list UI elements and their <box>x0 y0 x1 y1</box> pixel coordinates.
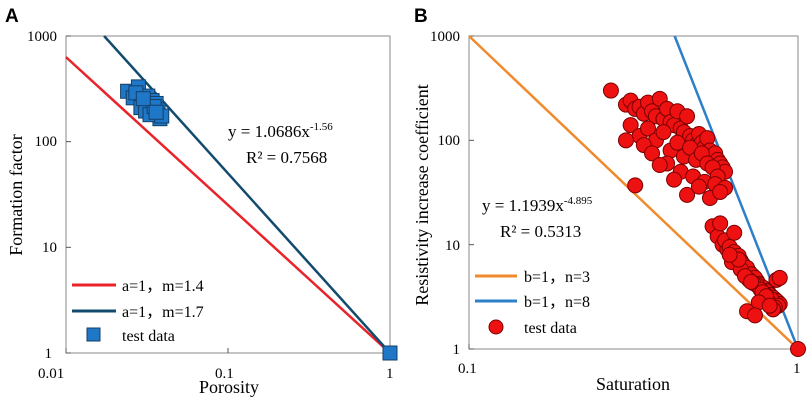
data-point <box>666 171 683 188</box>
data-point <box>655 124 672 141</box>
panel-a-xlabel: Porosity <box>199 377 259 397</box>
panel-a-equation-exponent: -1.56 <box>310 121 333 133</box>
panel-a-plot-frame <box>65 35 391 354</box>
panel-a-r2: R² = 0.7568 <box>246 148 327 167</box>
data-point <box>639 120 656 137</box>
panel-a-letter: A <box>5 6 19 27</box>
panel-a: A 0.01 0.1 1 1 10 100 1000 Porosity Form… <box>5 6 398 397</box>
data-point <box>135 91 151 107</box>
panel-a-xtick-1: 1 <box>386 366 394 382</box>
panel-a-legend-label-m14: a=1，m=1.4 <box>122 278 204 295</box>
panel-b: B 0.1 1 1 10 100 1000 Saturation Resisti… <box>412 6 806 394</box>
panel-b-ylabel: Resistivity increase coefficient <box>412 84 432 306</box>
data-point <box>761 297 778 314</box>
panel-b-r2: R² = 0.5313 <box>500 222 581 241</box>
panel-a-ticks <box>65 35 391 354</box>
data-point <box>148 104 164 120</box>
panel-b-ytick-1000: 1000 <box>430 29 460 45</box>
panel-a-equation-base: y = 1.0686x <box>228 122 310 141</box>
panel-b-ytick-100: 100 <box>438 133 461 149</box>
panel-a-equation: y = 1.0686x-1.56 <box>228 121 333 141</box>
panel-a-legend-swatch-data <box>86 327 101 342</box>
panel-b-xtick-0.1: 0.1 <box>458 361 477 377</box>
panel-a-ylabel: Formation factor <box>6 134 26 255</box>
data-point <box>602 82 619 99</box>
data-point <box>790 341 806 357</box>
data-point <box>679 186 696 203</box>
panel-b-legend-label-data: test data <box>524 320 577 337</box>
panel-b-legend-label-n8: b=1，n=8 <box>524 294 590 311</box>
panel-a-ytick-10: 10 <box>42 240 57 256</box>
data-point <box>627 177 644 194</box>
panel-a-legend-label-data: test data <box>122 328 175 345</box>
panel-b-ytick-1: 1 <box>453 342 461 358</box>
data-point <box>622 117 639 134</box>
panel-b-equation-exponent: -4.895 <box>564 195 593 207</box>
data-point <box>726 224 743 241</box>
panel-a-ytick-100: 100 <box>35 134 58 150</box>
data-point <box>743 273 760 290</box>
panel-a-legend-label-m17: a=1，m=1.7 <box>122 304 204 321</box>
model-line-1 <box>65 56 391 354</box>
data-point <box>382 345 398 361</box>
panel-b-legend: b=1，n=3 b=1，n=8 test data <box>475 269 590 337</box>
panel-b-xlabel: Saturation <box>596 374 670 394</box>
data-point <box>771 269 788 286</box>
panel-a-ytick-1000: 1000 <box>27 29 57 45</box>
data-point <box>712 183 729 200</box>
panel-b-equation-base: y = 1.1939x <box>482 196 564 215</box>
data-point <box>617 132 634 149</box>
panel-b-ytick-10: 10 <box>445 238 460 254</box>
panel-a-points <box>120 79 398 361</box>
panel-a-lines <box>65 35 391 354</box>
panel-b-legend-swatch-data <box>488 319 504 335</box>
panel-b-xtick-1: 1 <box>793 361 801 377</box>
data-point <box>746 307 763 324</box>
panel-b-plot-frame <box>468 35 799 350</box>
data-point <box>679 108 696 125</box>
data-point <box>721 246 738 263</box>
data-point <box>712 215 729 232</box>
panel-b-points <box>602 82 806 357</box>
data-point <box>651 157 668 174</box>
panel-a-xtick-0.01: 0.01 <box>38 366 64 382</box>
data-point <box>690 178 707 195</box>
panel-b-letter: B <box>414 6 428 27</box>
panel-a-ytick-1: 1 <box>45 346 53 362</box>
data-point <box>644 145 661 162</box>
panel-b-legend-label-n3: b=1，n=3 <box>524 269 590 286</box>
panel-b-equation: y = 1.1939x-4.895 <box>482 195 593 215</box>
panel-a-legend: a=1，m=1.4 a=1，m=1.7 test data <box>72 278 204 345</box>
panel-a-xtick-0.1: 0.1 <box>215 366 234 382</box>
